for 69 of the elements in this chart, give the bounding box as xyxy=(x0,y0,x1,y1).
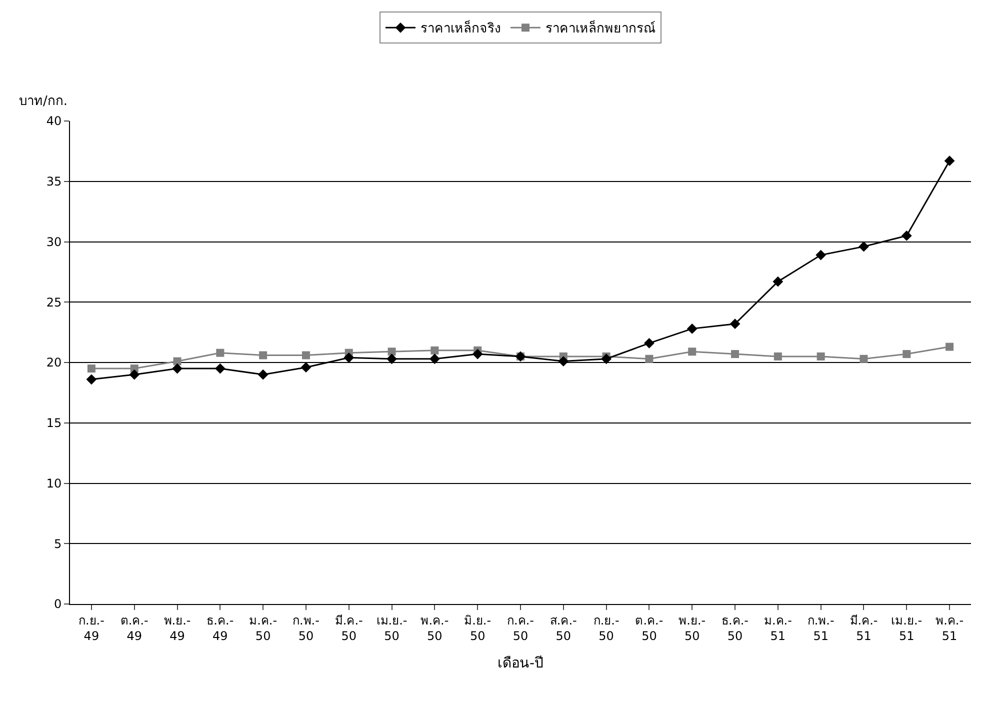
point xyxy=(944,156,955,166)
y-tick-label: 35 xyxy=(46,174,62,189)
y-tick-label: 20 xyxy=(46,356,62,370)
x-tick-label: พ.ย.- 49 xyxy=(164,613,191,643)
point xyxy=(172,363,182,374)
y-tick-label: 40 xyxy=(46,114,62,128)
y-tick-label: 5 xyxy=(54,536,62,551)
point xyxy=(902,350,911,358)
x-tick-label: ม.ค.- 50 xyxy=(249,613,278,643)
point xyxy=(300,362,312,373)
point xyxy=(901,230,912,241)
point xyxy=(558,356,569,366)
x-tick-label: ก.ย.- 50 xyxy=(593,613,620,643)
x-tick-label: พ.ค.- 50 xyxy=(420,613,449,643)
point xyxy=(259,351,268,360)
point xyxy=(429,354,440,364)
point xyxy=(644,338,654,348)
point xyxy=(86,374,97,385)
x-tick-label: ส.ค.- 50 xyxy=(550,613,577,643)
point xyxy=(816,352,825,360)
y-tick-label: 0 xyxy=(54,597,62,612)
point xyxy=(129,369,140,380)
x-tick-label: ต.ค.- 49 xyxy=(120,613,148,643)
y-tick-label: 10 xyxy=(46,476,62,490)
x-tick-label: พ.ย.- 50 xyxy=(678,613,706,643)
x-tick-label: เม.ย.- 50 xyxy=(376,613,408,643)
x-tick-label: ก.พ.- 51 xyxy=(807,613,834,643)
point xyxy=(860,354,868,363)
point xyxy=(816,250,826,260)
point xyxy=(386,354,397,364)
x-tick-label: พ.ค.- 51 xyxy=(936,613,964,643)
point xyxy=(302,351,310,360)
point xyxy=(858,241,869,252)
x-axis-title: เดือน-ปี xyxy=(497,655,544,672)
point xyxy=(472,348,483,360)
point xyxy=(730,318,740,330)
y-tick-label: 30 xyxy=(46,234,62,249)
x-tick-label: ธ.ค.- 49 xyxy=(206,613,234,643)
point xyxy=(774,352,782,360)
point xyxy=(686,323,698,334)
point xyxy=(87,364,96,373)
point xyxy=(216,348,224,357)
point xyxy=(688,348,696,356)
point xyxy=(946,342,954,351)
x-tick-label: มี.ค.- 51 xyxy=(850,613,878,643)
point xyxy=(214,363,226,374)
point xyxy=(173,357,182,366)
y-tick-label: 25 xyxy=(46,295,62,310)
x-tick-label: ต.ค.- 50 xyxy=(635,613,664,643)
x-tick-label: มี.ค.- 50 xyxy=(334,613,363,643)
y-tick-label: 15 xyxy=(46,416,62,430)
point xyxy=(388,348,396,356)
x-tick-label: ก.ย.- 49 xyxy=(78,613,104,643)
point xyxy=(430,346,439,354)
point xyxy=(731,350,740,358)
x-tick-label: ก.พ.- 50 xyxy=(292,613,320,643)
x-tick-label: เม.ย.- 51 xyxy=(891,613,922,643)
legend-label: ราคาเหล็กจริง xyxy=(420,18,500,37)
point xyxy=(344,352,354,363)
legend-label: ราคาเหล็กพยากรณ์ xyxy=(546,18,656,37)
point xyxy=(645,354,654,363)
point xyxy=(601,354,612,364)
y-axis-title: บาท/กก. xyxy=(19,94,68,109)
x-tick-label: ธ.ค.- 50 xyxy=(722,613,749,643)
point xyxy=(772,276,784,287)
x-tick-label: มิ.ย.- 50 xyxy=(464,613,492,643)
point xyxy=(258,369,268,380)
x-tick-label: ม.ค.- 51 xyxy=(764,613,792,643)
x-tick-label: ก.ค.- 50 xyxy=(507,613,534,643)
